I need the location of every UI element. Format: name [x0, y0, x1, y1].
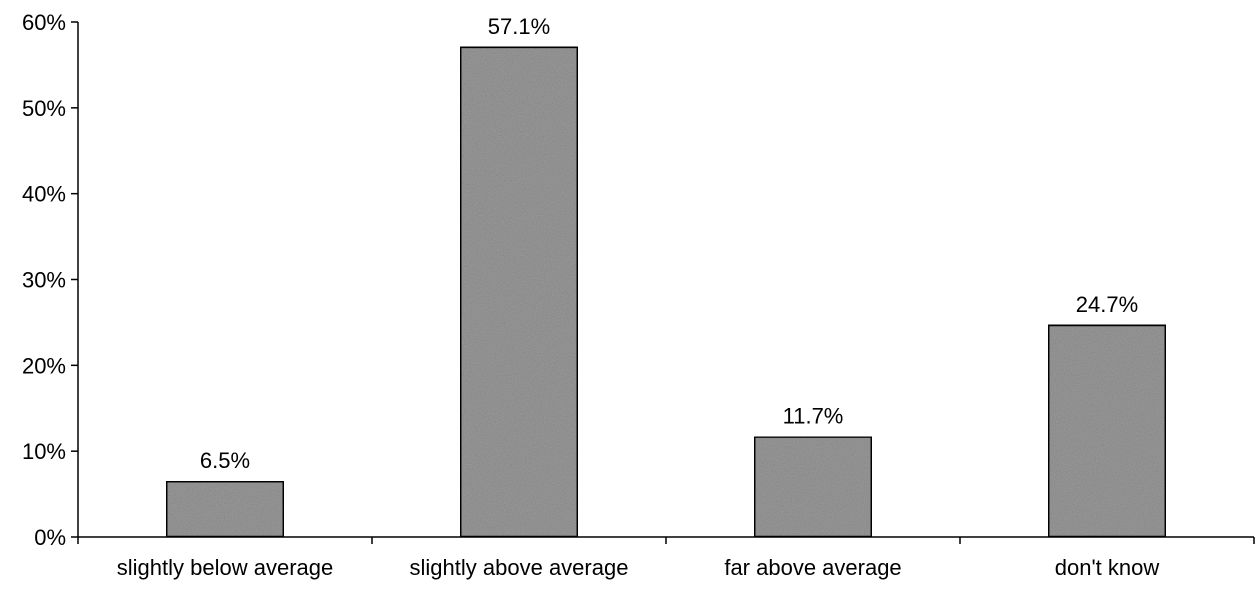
bar	[458, 45, 580, 539]
bar	[752, 435, 874, 539]
y-axis: 0% 10% 20% 30% 40% 50% 60%	[22, 10, 79, 550]
y-tick-label: 50%	[22, 96, 66, 121]
bar	[164, 479, 286, 539]
bar-value-label: 24.7%	[1076, 292, 1138, 317]
bar-value-label: 11.7%	[783, 404, 844, 429]
x-axis: slightly below average slightly above ave…	[77, 536, 1255, 580]
bar-value-label: 6.5%	[200, 448, 250, 473]
x-category-label: slightly below average	[117, 555, 333, 580]
bar	[1046, 323, 1168, 539]
x-category-label: don't know	[1055, 555, 1160, 580]
bars	[164, 45, 1168, 539]
y-tick-label: 20%	[22, 353, 66, 378]
x-category-label: slightly above average	[410, 555, 629, 580]
y-tick-label: 30%	[22, 268, 66, 293]
data-labels: 6.5% 57.1% 11.7% 24.7%	[200, 14, 1138, 473]
bar-value-label: 57.1%	[488, 14, 550, 39]
y-tick-label: 10%	[22, 439, 66, 464]
y-tick-label: 40%	[22, 182, 66, 207]
y-tick-label: 0%	[34, 525, 66, 550]
x-category-label: far above average	[724, 555, 901, 580]
y-tick-label: 60%	[22, 10, 66, 35]
